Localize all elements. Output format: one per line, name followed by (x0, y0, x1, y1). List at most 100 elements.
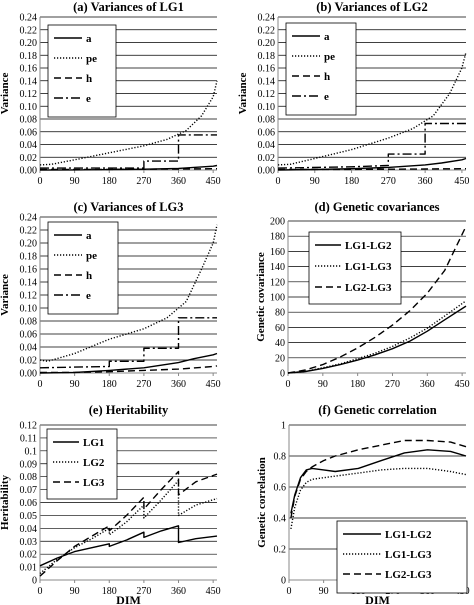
y-tick-label: 0.08 (258, 115, 276, 126)
x-tick-label: 360 (418, 176, 433, 187)
x-tick-label: 270 (136, 176, 151, 187)
x-tick-label: 270 (385, 379, 400, 390)
y-tick-label: 0.08 (20, 115, 38, 126)
y-tick-label: 140 (270, 262, 285, 273)
x-tick-label: 90 (310, 176, 320, 187)
x-tick-label: 270 (136, 586, 151, 597)
y-axis-title: Variance (0, 73, 11, 115)
y-tick-label: 0.22 (20, 226, 38, 237)
x-tick-label: 90 (70, 176, 80, 187)
x-tick-label: 180 (102, 176, 117, 187)
series-line-e (40, 134, 217, 169)
x-tick-label: 450 (206, 379, 221, 390)
series-line-a (277, 157, 467, 171)
x-tick-label: 450 (206, 586, 221, 597)
y-tick-label: 0.24 (20, 13, 38, 24)
series-line-e (277, 122, 466, 169)
chart-legend: LG1-LG2 LG1-LG3 LG2-LG3 (308, 231, 402, 305)
legend-label: LG1 (83, 437, 104, 449)
series-line-LG2 (39, 479, 218, 575)
y-tick-label: 0.22 (258, 25, 276, 36)
series-line-LG1-LG3 (287, 300, 467, 374)
series-line-LG3 (39, 470, 218, 577)
legend-label: LG1-LG3 (385, 549, 432, 561)
legend-label: LG1-LG2 (385, 529, 432, 541)
y-tick-label: 0.04 (20, 140, 38, 151)
legend-box (47, 221, 119, 315)
y-tick-label: 0.18 (20, 51, 38, 62)
y-tick-label: 0 (280, 369, 285, 380)
y-tick-label: 0.06 (258, 127, 276, 138)
y-tick-label: 0.04 (20, 343, 38, 354)
y-tick-label: 160 (270, 247, 285, 258)
chart-legend: a pe he (285, 22, 357, 116)
y-tick-label: 0.07 (20, 485, 38, 496)
y-tick-label: 120 (270, 277, 285, 288)
x-tick-label: 0 (286, 379, 291, 390)
y-tick-label: 60 (275, 323, 285, 334)
legend-label: a (324, 31, 330, 43)
legend-label: h (324, 71, 330, 83)
y-tick-label: 0.10 (20, 102, 38, 113)
y-tick-label: 0.08 (20, 472, 38, 483)
x-tick-label: 180 (102, 586, 117, 597)
y-tick-label: 0.16 (20, 265, 38, 276)
legend-box (336, 520, 468, 594)
chart-legend: a pe he (47, 24, 117, 118)
y-tick-label: 0.00 (20, 166, 38, 177)
series-line-a (39, 352, 218, 374)
x-tick-label: 360 (171, 176, 186, 187)
y-tick-label: 0.12 (20, 89, 38, 100)
chart-legend: LG1-LG2 LG1-LG3 LG2-LG3 (336, 520, 468, 594)
y-tick-label: 0.20 (20, 38, 38, 49)
legend-label: a (86, 33, 92, 45)
chart-title: (a) Variances of LG1 (73, 0, 184, 14)
x-tick-label: 0 (38, 379, 43, 390)
y-tick-label: 0.06 (20, 330, 38, 341)
chart-title: (c) Variances of LG3 (73, 200, 183, 214)
series-line-e (39, 317, 217, 369)
legend-label: pe (86, 53, 97, 65)
y-tick-label: 0.12 (20, 421, 38, 432)
x-tick-label: 270 (136, 379, 151, 390)
y-tick-label: 0.02 (20, 550, 38, 561)
legend-label: h (86, 270, 92, 282)
y-tick-label: 0.10 (20, 304, 38, 315)
chart-title: (e) Heritability (89, 403, 169, 417)
x-tick-label: 360 (171, 379, 186, 390)
x-tick-label: 0 (276, 176, 281, 187)
y-tick-label: 0.01 (20, 563, 38, 574)
x-tick-label: 90 (318, 379, 328, 390)
legend-label: e (86, 93, 91, 105)
x-tick-label: 180 (350, 379, 365, 390)
series-line-pe (277, 51, 467, 166)
legend-label: e (86, 290, 91, 302)
series-line-LG1 (39, 525, 218, 567)
chart-panel-f: (f) Genetic correlation 0 0.2 0.4 0.6 0.8 1 0 90… (256, 403, 470, 605)
x-tick-label: 90 (70, 586, 80, 597)
y-tick-label: 0.03 (20, 537, 38, 548)
y-axis-title: Variance (0, 274, 11, 316)
series-line-pe (39, 224, 218, 362)
chart-panel-d: (d) Genetic covariances 0 20 40 60 80 100 120 14… (255, 200, 470, 390)
y-tick-label: 0.6 (274, 483, 287, 494)
x-tick-label: 450 (206, 176, 221, 187)
series-line-LG1-LG2 (290, 449, 467, 514)
y-tick-label: 0.14 (20, 76, 38, 87)
y-tick-label: 1 (281, 421, 286, 432)
chart-legend: LG1 LG2 LG3 (46, 428, 118, 500)
legend-label: LG1-LG2 (345, 240, 392, 252)
y-tick-label: 0.05 (20, 511, 38, 522)
legend-label: a (86, 230, 92, 242)
legend-label: LG2-LG3 (345, 282, 392, 294)
legend-label: LG3 (83, 477, 105, 489)
chart-panel-e: (e) Heritability 0 0.01 0.02 0.03 0.04 0.05 0.0… (0, 403, 221, 605)
y-tick-label: 0 (281, 576, 286, 587)
legend-label: LG1-LG3 (345, 261, 392, 273)
x-tick-label: 450 (455, 379, 470, 390)
y-tick-label: 0.12 (20, 291, 38, 302)
y-tick-label: 0.11 (20, 433, 37, 444)
legend-label: pe (324, 51, 335, 63)
y-tick-label: 0 (32, 576, 37, 587)
y-axis-title: Genetic correlation (256, 457, 268, 548)
